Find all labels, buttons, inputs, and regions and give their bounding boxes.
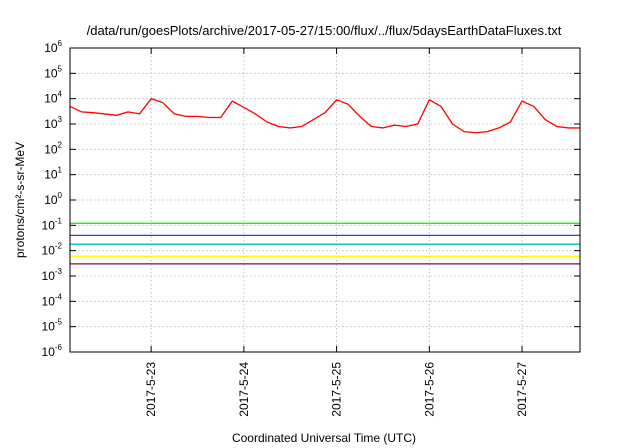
series-line-0 — [70, 98, 580, 134]
y-tick-label: 100 — [44, 191, 62, 207]
y-tick-label: 10-3 — [42, 267, 63, 283]
x-tick-label: 2017-5-24 — [237, 362, 251, 417]
x-axis-label: Coordinated Universal Time (UTC) — [232, 431, 416, 445]
series-layer — [70, 98, 580, 265]
y-tick-label: 106 — [44, 39, 62, 55]
x-tick-labels: 2017-5-23 2017-5-24 2017-5-25 2017-5-26 2017… — [144, 362, 529, 417]
y-tick-label: 10-5 — [42, 318, 63, 334]
y-tick-label: 10-2 — [42, 242, 63, 258]
y-tick-label: 104 — [44, 90, 62, 106]
y-tick-labels: 106 105 104 103 102 101 100 10-1 10-2 10-3 10-4 10-… — [42, 39, 63, 359]
y-tick-label: 102 — [44, 140, 62, 156]
grid — [70, 48, 580, 352]
x-tick-label: 2017-5-23 — [144, 362, 158, 417]
chart-title: /data/run/goesPlots/archive/2017-05-27/1… — [87, 23, 562, 38]
y-tick-label: 105 — [44, 64, 62, 80]
y-tick-label: 10-4 — [42, 292, 63, 308]
tick-marks — [70, 47, 580, 353]
y-tick-label: 101 — [44, 166, 62, 182]
y-tick-label: 103 — [44, 115, 62, 131]
y-tick-label: 10-6 — [42, 343, 63, 359]
y-axis-label: protons/cm²-s-sr-MeV — [13, 142, 27, 258]
x-tick-label: 2017-5-27 — [515, 362, 529, 417]
y-tick-label: 10-1 — [42, 216, 63, 232]
x-tick-label: 2017-5-25 — [330, 362, 344, 417]
x-tick-label: 2017-5-26 — [422, 362, 436, 417]
